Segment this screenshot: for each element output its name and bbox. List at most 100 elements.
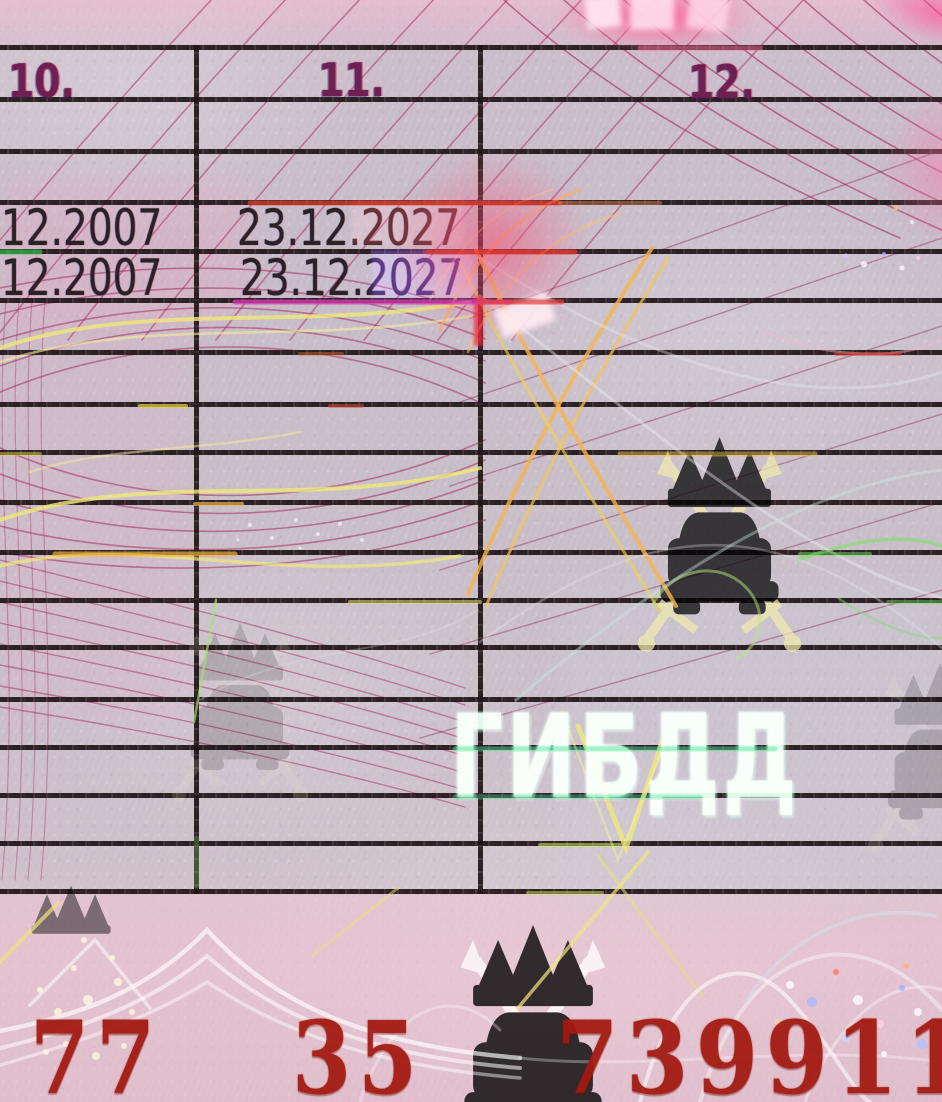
sparkle-dot — [916, 256, 920, 260]
guilloche-curve — [28, 937, 152, 1010]
sparkle-dot — [294, 518, 298, 522]
expiry-date-row1: 23.12.2027 — [237, 199, 461, 257]
guilloche-curve — [758, 328, 942, 356]
sparkle-dot — [360, 538, 364, 542]
guilloche-curve — [199, 609, 479, 701]
guilloche-curve — [0, 499, 486, 551]
table-horizontal-rule — [0, 45, 942, 50]
guilloche-curve — [622, 0, 942, 204]
red-line-hotspot — [474, 296, 483, 346]
sparkle-dot — [114, 978, 122, 986]
guilloche-curve — [802, 0, 942, 105]
sparkle-dot — [236, 538, 240, 542]
guilloche-curve — [1, 299, 10, 881]
guilloche-curve — [0, 326, 486, 384]
emblem-ghost-right — [868, 663, 942, 853]
guilloche-curve — [28, 430, 302, 474]
guilloche-curve — [466, 246, 654, 596]
guilloche-curve — [0, 622, 466, 740]
guilloche-curve — [650, 569, 762, 660]
guilloche-curve — [459, 237, 942, 403]
sparkle-dot — [893, 205, 899, 211]
guilloche-curve — [469, 149, 942, 319]
sparkle-dot — [899, 265, 905, 271]
guilloche-curve — [742, 0, 942, 141]
sparkle-dot — [903, 963, 909, 969]
guilloche-curve — [40, 299, 49, 881]
guilloche-curve — [862, 0, 942, 65]
expiry-date-row2: 23.12.2027 — [240, 249, 464, 307]
guilloche-curve — [682, 0, 942, 174]
sparkle-dot — [899, 985, 905, 991]
guilloche-curve — [0, 346, 486, 406]
table-horizontal-rule — [0, 598, 942, 603]
pink-wash — [0, 300, 190, 720]
serial-series-part: 35 — [292, 999, 424, 1102]
issue-date-row1: 12.2007 — [1, 199, 163, 257]
traffic-police-car-swords-emblem-gold — [638, 437, 801, 652]
sparkle-dot — [270, 536, 274, 540]
guilloche-curve — [0, 901, 60, 964]
sparkle-dot — [882, 252, 886, 256]
guilloche-curve — [596, 854, 704, 998]
crown-ghost-bottom-left — [31, 885, 111, 934]
guilloche-curve — [478, 544, 942, 650]
top-paper-band — [0, 0, 942, 45]
guilloche-curve — [478, 294, 942, 600]
guilloche-curve — [474, 248, 678, 608]
table-horizontal-rule — [0, 149, 942, 154]
issue-date-row2: 12.2007 — [1, 249, 163, 307]
serial-region-part: 77 — [30, 999, 162, 1102]
pink-haze-right — [882, 92, 942, 247]
guilloche-curve — [478, 256, 942, 390]
guilloche-curve — [0, 643, 466, 757]
guilloche-curve — [14, 299, 23, 881]
guilloche-curve — [0, 307, 486, 362]
glow-blob — [584, 0, 622, 30]
table-horizontal-rule — [0, 450, 942, 455]
guilloche-curve — [0, 519, 486, 569]
guilloche-curve — [922, 0, 942, 17]
glow-blob — [685, 0, 731, 33]
glow-blob — [493, 291, 557, 339]
guilloche-curve — [0, 580, 466, 706]
sparkle-dot — [37, 987, 43, 993]
guilloche-curve — [466, 212, 622, 354]
guilloche-curve — [502, 0, 901, 239]
sparkle-dot — [338, 522, 342, 526]
table-vertical-rule — [194, 45, 199, 894]
guilloche-curve — [0, 601, 466, 723]
guilloche-curve — [27, 299, 36, 881]
guilloche-curve — [429, 501, 942, 655]
guilloche-curve — [439, 413, 942, 571]
sparkle-dot — [861, 261, 867, 267]
table-horizontal-rule — [0, 645, 942, 650]
guilloche-curve — [0, 664, 466, 774]
guilloche-curve — [0, 459, 486, 515]
guilloche-curve — [836, 596, 942, 640]
guilloche-curve — [0, 685, 466, 791]
column-header-12: 12. — [688, 55, 755, 109]
sparkle-dot — [910, 220, 914, 224]
table-horizontal-rule — [0, 500, 942, 505]
guilloche-curve — [310, 886, 400, 958]
sparkle-dot — [248, 523, 252, 527]
sparkle-dot — [71, 965, 77, 971]
table-horizontal-rule — [0, 350, 942, 355]
guilloche-curve — [449, 325, 942, 487]
emblem-ghost-left — [172, 622, 308, 801]
guilloche-curve — [0, 552, 462, 569]
sparkle-dot — [81, 937, 87, 943]
pink-glow-top — [556, 0, 756, 52]
table-horizontal-rule — [0, 841, 942, 846]
glow-blob — [630, 0, 674, 30]
sparkle-dot — [316, 532, 320, 536]
sparkle-dot — [109, 955, 115, 961]
guilloche-curve — [511, 0, 805, 341]
guilloche-curve — [562, 0, 942, 231]
sparkle-dot — [843, 253, 849, 259]
